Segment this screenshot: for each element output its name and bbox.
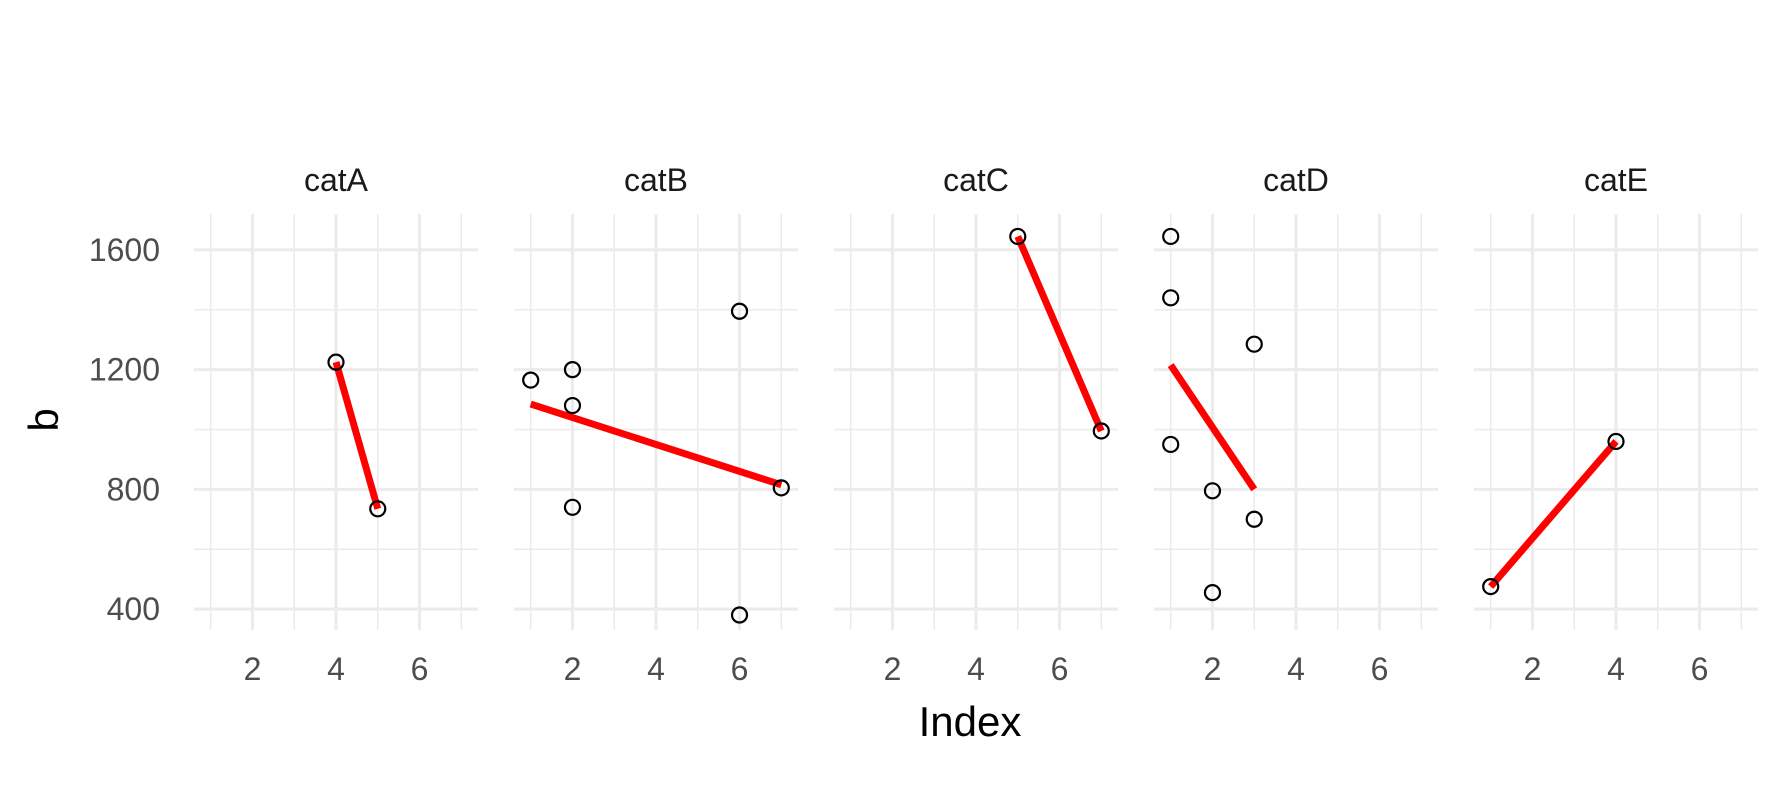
x-tick-label: 4 — [647, 651, 665, 687]
x-tick-label: 2 — [1204, 651, 1222, 687]
x-tick-label: 6 — [1691, 651, 1709, 687]
strip-label-catA: catA — [304, 162, 369, 198]
y-axis-title: b — [20, 408, 67, 431]
strip-label-catE: catE — [1584, 162, 1648, 198]
chart-panels: catA 2 4 6 catB 2 4 6 catC 2 4 6 catD 2 4 6 catE 2 4 6 — [194, 162, 1758, 687]
x-tick-label: 4 — [1607, 651, 1625, 687]
y-tick-label: 1600 — [89, 232, 160, 268]
panel-catC: catC 2 4 6 — [834, 162, 1118, 687]
data-point — [563, 361, 582, 379]
x-tick-label: 4 — [1287, 651, 1305, 687]
x-tick-label: 6 — [1051, 651, 1069, 687]
y-tick-label: 800 — [107, 471, 160, 507]
panel-catE: catE 2 4 6 — [1474, 162, 1758, 687]
grid-catB — [514, 214, 798, 630]
x-axis-title: Index — [919, 698, 1022, 745]
data-point — [327, 353, 345, 371]
x-tick-label: 4 — [327, 651, 345, 687]
data-point — [772, 479, 790, 497]
x-tick-label: 2 — [244, 651, 262, 687]
data-point — [1092, 422, 1110, 440]
data-point — [1245, 510, 1263, 528]
x-tick-label: 6 — [1371, 651, 1389, 687]
x-tick-label: 6 — [731, 651, 749, 687]
strip-label-catC: catC — [943, 162, 1009, 198]
data-point — [1482, 578, 1500, 596]
data-point — [1009, 227, 1027, 246]
data-point — [730, 302, 749, 320]
data-point — [563, 498, 582, 516]
data-point — [369, 500, 387, 518]
data-point — [1203, 482, 1222, 500]
x-tick-label: 2 — [1524, 651, 1542, 687]
strip-label-catB: catB — [624, 162, 688, 198]
data-point — [1607, 432, 1625, 451]
fit-line-catE — [1488, 439, 1619, 589]
grid-catE — [1474, 214, 1758, 630]
data-point — [563, 396, 582, 415]
data-point — [1162, 435, 1180, 454]
y-axis: 400 800 1200 1600 — [89, 232, 160, 627]
grid-catA — [194, 214, 478, 630]
x-tick-label: 2 — [884, 651, 902, 687]
data-point — [522, 371, 540, 389]
x-tick-label: 6 — [411, 651, 429, 687]
y-tick-label: 1200 — [89, 352, 160, 388]
fit-line-catA — [332, 361, 382, 510]
panel-catA: catA 2 4 6 — [194, 162, 478, 687]
x-tick-label: 2 — [564, 651, 582, 687]
fit-line-catC — [1014, 235, 1105, 433]
x-tick-label: 4 — [967, 651, 985, 687]
fit-line-catD — [1167, 363, 1258, 492]
grid-catD — [1154, 214, 1438, 630]
data-point — [1245, 335, 1263, 353]
data-point — [1203, 583, 1222, 602]
data-point — [1162, 227, 1180, 246]
y-tick-label: 400 — [107, 591, 160, 627]
panel-catD: catD 2 4 6 — [1154, 162, 1438, 687]
data-point — [1162, 289, 1180, 307]
fit-line-catB — [529, 400, 783, 489]
data-point — [730, 606, 749, 624]
panel-catB: catB 2 4 6 — [514, 162, 798, 687]
strip-label-catD: catD — [1263, 162, 1329, 198]
grid-catC — [834, 214, 1118, 630]
